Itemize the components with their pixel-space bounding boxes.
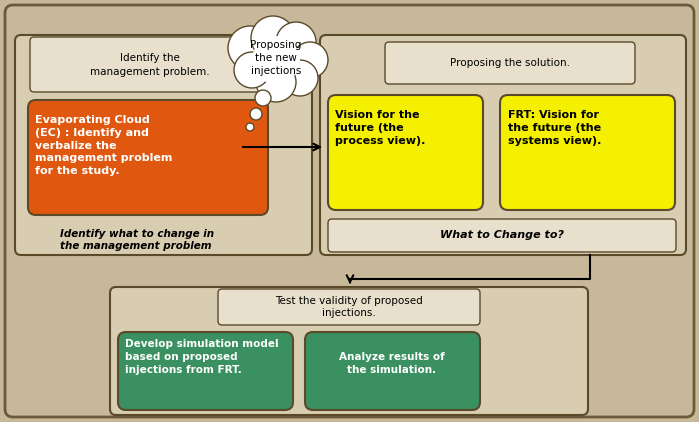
Circle shape (228, 26, 272, 70)
FancyBboxPatch shape (500, 95, 675, 210)
Circle shape (292, 42, 328, 78)
Text: FRT: Vision for
the future (the
systems view).: FRT: Vision for the future (the systems … (508, 110, 601, 146)
FancyBboxPatch shape (5, 5, 694, 417)
Text: Develop simulation model
based on proposed
injections from FRT.: Develop simulation model based on propos… (125, 339, 279, 375)
FancyBboxPatch shape (320, 35, 686, 255)
Circle shape (251, 16, 295, 60)
FancyBboxPatch shape (118, 332, 293, 410)
Text: Proposing the solution.: Proposing the solution. (450, 58, 570, 68)
Text: Proposing
the new
injections: Proposing the new injections (250, 40, 302, 76)
FancyBboxPatch shape (218, 289, 480, 325)
Circle shape (234, 52, 270, 88)
FancyBboxPatch shape (28, 100, 268, 215)
Circle shape (250, 108, 262, 120)
Text: Evaporating Cloud
(EC) : Identify and
verbalize the
management problem
for the s: Evaporating Cloud (EC) : Identify and ve… (35, 115, 173, 176)
FancyBboxPatch shape (30, 37, 270, 92)
Circle shape (255, 90, 271, 106)
Text: Vision for the
future (the
process view).: Vision for the future (the process view)… (335, 110, 426, 146)
Circle shape (246, 123, 254, 131)
Circle shape (276, 22, 316, 62)
Text: Test the validity of proposed
injections.: Test the validity of proposed injections… (275, 295, 423, 319)
FancyBboxPatch shape (110, 287, 588, 415)
FancyBboxPatch shape (385, 42, 635, 84)
Text: Identify what to change in
the management problem: Identify what to change in the managemen… (60, 229, 214, 252)
FancyBboxPatch shape (305, 332, 480, 410)
FancyBboxPatch shape (328, 219, 676, 252)
Text: What to Change to?: What to Change to? (440, 230, 564, 240)
Circle shape (252, 36, 300, 84)
Circle shape (256, 62, 296, 102)
Text: Identify the
management problem.: Identify the management problem. (90, 54, 210, 77)
Text: Analyze results of
the simulation.: Analyze results of the simulation. (339, 352, 445, 375)
FancyBboxPatch shape (15, 35, 312, 255)
FancyBboxPatch shape (328, 95, 483, 210)
Circle shape (282, 60, 318, 96)
